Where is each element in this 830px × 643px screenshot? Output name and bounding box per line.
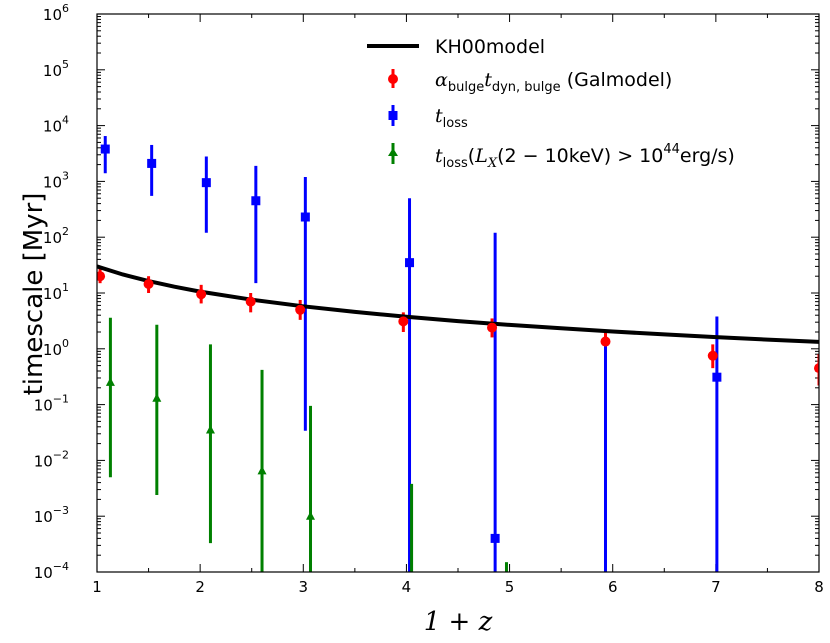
legend-tlosslx-open: (: [468, 145, 475, 167]
x-tick-label: 2: [195, 578, 205, 596]
legend-tlosslx-L: L: [474, 145, 488, 167]
point-alpha-bulge-t-dyn-bulge-galmodel: [707, 350, 718, 361]
point-t-loss-l-x-2-10kev-10-44-erg-s: [306, 511, 316, 520]
legend-marker-tloss-lx: [388, 148, 398, 156]
legend-tlosslx-Lsub: X: [487, 156, 498, 171]
legend-tloss-t: t: [435, 105, 443, 127]
legend-galmodel-sub2: dyn, bulge: [492, 80, 561, 95]
y-tick-label: 10−4: [34, 560, 69, 582]
point-t-loss-l-x-2-10kev-10-44-erg-s: [105, 377, 115, 386]
tick-labels: 1 2 3 4 5 6 7 8 10−4 10−3 10−2 10−1 100 101 102 103 104 1…: [34, 2, 824, 596]
legend-galmodel-t: t: [484, 69, 492, 91]
y-tick-label: 100: [43, 337, 69, 359]
model-curve: [97, 264, 819, 344]
legend-marker-tloss: [388, 111, 398, 120]
legend-galmodel-sub1: bulge: [448, 80, 484, 95]
legend-tlosslx-sub: loss: [443, 156, 468, 171]
legend-tlosslx-exp: 44: [663, 142, 680, 157]
x-tick-label: 4: [402, 578, 412, 596]
legend-label-galmodel: αbulgetdyn, bulge (Galmodel): [435, 69, 672, 95]
legend-label-tloss: tloss: [435, 105, 468, 131]
legend-galmodel-alpha: α: [435, 69, 448, 91]
y-tick-label: 10−2: [34, 448, 69, 470]
legend: KH00model αbulgetdyn, bulge (Galmodel) t…: [367, 36, 735, 171]
point-t-loss-l-x-2-10kev-10-44-erg-s: [257, 465, 267, 475]
x-tick-label: 8: [814, 578, 824, 596]
point-t-loss: [405, 258, 415, 268]
y-tick-label: 103: [43, 169, 69, 191]
x-tick-label: 3: [299, 578, 309, 596]
point-t-loss: [712, 372, 722, 382]
y-tick-label: 104: [43, 114, 69, 136]
y-tick-label: 102: [43, 225, 69, 247]
point-alpha-bulge-t-dyn-bulge-galmodel: [295, 304, 306, 315]
point-alpha-bulge-t-dyn-bulge-galmodel: [487, 322, 498, 333]
point-t-loss: [147, 158, 157, 168]
y-axis-title: timescale [Myr]: [19, 193, 49, 396]
x-tick-label: 5: [505, 578, 515, 596]
plot-frame: [96, 13, 820, 573]
point-t-loss: [100, 144, 110, 154]
point-alpha-bulge-t-dyn-bulge-galmodel: [814, 363, 819, 374]
legend-tlosslx-t: t: [435, 145, 443, 167]
x-tick-label: 7: [711, 578, 721, 596]
y-tick-label: 10−3: [34, 504, 69, 526]
axis-ticks: [96, 13, 820, 573]
point-t-loss: [201, 178, 211, 188]
legend-tlosslx-mid: (2 − 10keV) > 10: [497, 145, 663, 167]
legend-tlosslx-end: erg/s): [680, 145, 735, 167]
legend-label-kh00model: KH00model: [435, 36, 545, 58]
point-alpha-bulge-t-dyn-bulge-galmodel: [398, 316, 409, 327]
point-t-loss: [251, 196, 261, 206]
y-tick-label: 10−1: [34, 393, 69, 415]
legend-marker-galmodel: [388, 74, 398, 84]
point-alpha-bulge-t-dyn-bulge-galmodel: [196, 289, 207, 300]
legend-label-tloss-lx: tloss(LX(2 − 10keV) > 1044erg/s): [435, 142, 735, 171]
point-t-loss: [490, 533, 500, 543]
point-t-loss: [300, 212, 310, 222]
point-alpha-bulge-t-dyn-bulge-galmodel: [600, 336, 611, 347]
y-tick-label: 106: [43, 2, 69, 24]
x-tick-label: 1: [92, 578, 102, 596]
legend-galmodel-suffix: (Galmodel): [561, 69, 673, 91]
plot-content: [97, 136, 819, 572]
point-alpha-bulge-t-dyn-bulge-galmodel: [143, 278, 154, 289]
point-alpha-bulge-t-dyn-bulge-galmodel: [245, 296, 256, 307]
legend-tloss-sub: loss: [443, 116, 468, 131]
x-tick-label: 6: [608, 578, 618, 596]
y-tick-label: 105: [43, 58, 69, 80]
point-alpha-bulge-t-dyn-bulge-galmodel: [97, 271, 106, 282]
x-axis-title: 1 + z: [424, 607, 493, 637]
data-markers: [97, 144, 819, 543]
point-t-loss-l-x-2-10kev-10-44-erg-s: [205, 425, 215, 434]
y-tick-label: 101: [43, 281, 69, 303]
series-line-kh00model: [97, 264, 819, 344]
point-t-loss-l-x-2-10kev-10-44-erg-s: [152, 393, 162, 402]
